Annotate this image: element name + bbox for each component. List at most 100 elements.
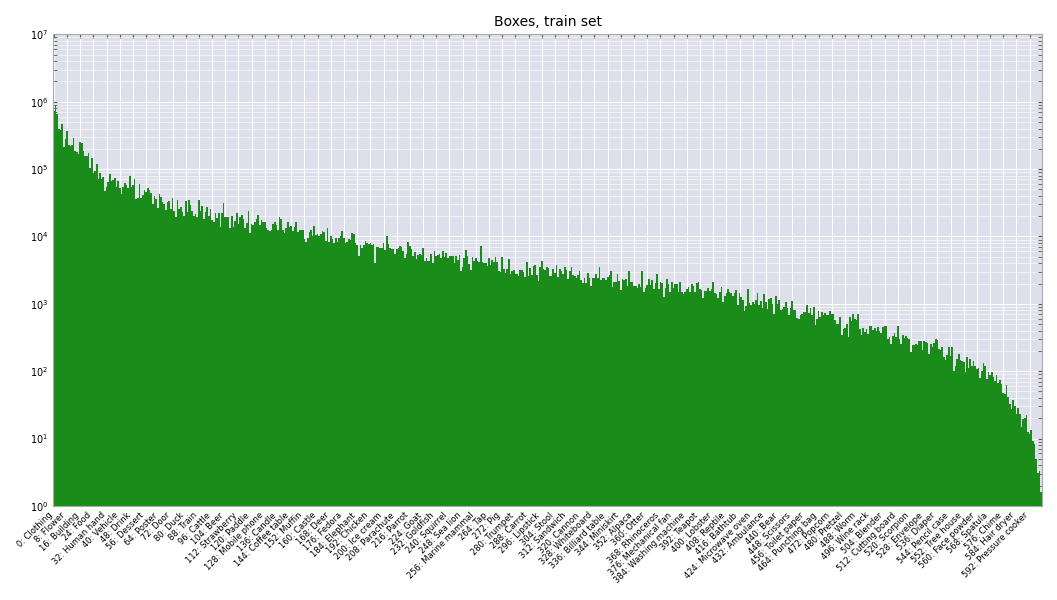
Bar bbox=[170, 209, 171, 600]
Bar bbox=[689, 292, 691, 600]
Bar bbox=[636, 288, 638, 600]
Bar bbox=[595, 274, 597, 600]
Bar bbox=[890, 344, 892, 600]
Bar bbox=[468, 264, 470, 600]
Bar bbox=[889, 337, 890, 600]
Bar bbox=[137, 198, 138, 600]
Bar bbox=[628, 271, 630, 600]
Bar bbox=[1002, 393, 1004, 600]
Bar bbox=[59, 130, 61, 600]
Bar bbox=[872, 329, 874, 600]
Bar bbox=[622, 280, 624, 600]
Bar bbox=[966, 357, 968, 600]
Bar bbox=[688, 287, 689, 600]
Bar bbox=[478, 262, 480, 600]
Bar bbox=[295, 222, 297, 600]
Bar bbox=[1017, 408, 1019, 600]
Bar bbox=[212, 222, 215, 600]
Bar bbox=[282, 230, 283, 600]
Bar bbox=[886, 326, 887, 600]
Bar bbox=[503, 269, 504, 600]
Bar bbox=[533, 266, 535, 600]
Bar bbox=[902, 335, 904, 600]
Bar bbox=[379, 248, 381, 600]
Bar bbox=[780, 310, 781, 600]
Bar bbox=[786, 308, 789, 600]
Bar bbox=[383, 243, 385, 600]
Bar bbox=[834, 320, 836, 600]
Bar bbox=[729, 292, 730, 600]
Bar bbox=[635, 286, 636, 600]
Bar bbox=[208, 215, 209, 600]
Bar bbox=[1021, 427, 1022, 600]
Bar bbox=[350, 240, 351, 600]
Bar bbox=[519, 270, 521, 600]
Bar bbox=[86, 156, 88, 600]
Bar bbox=[946, 355, 948, 600]
Bar bbox=[156, 208, 159, 600]
Bar bbox=[851, 321, 852, 600]
Bar bbox=[302, 230, 303, 600]
Bar bbox=[523, 272, 524, 600]
Bar bbox=[249, 233, 251, 600]
Bar bbox=[707, 288, 709, 600]
Bar bbox=[686, 289, 688, 600]
Bar bbox=[673, 288, 674, 600]
Bar bbox=[904, 338, 905, 600]
Bar bbox=[388, 244, 389, 600]
Bar bbox=[771, 298, 772, 600]
Bar bbox=[135, 199, 137, 600]
Bar bbox=[1019, 414, 1021, 600]
Bar bbox=[246, 223, 247, 600]
Bar bbox=[577, 275, 579, 600]
Bar bbox=[103, 177, 105, 600]
Bar bbox=[790, 308, 792, 600]
Bar bbox=[927, 343, 928, 600]
Bar bbox=[569, 271, 571, 600]
Bar bbox=[591, 286, 592, 600]
Bar bbox=[709, 290, 710, 600]
Bar bbox=[76, 152, 78, 600]
Bar bbox=[610, 271, 612, 600]
Bar bbox=[576, 278, 577, 600]
Bar bbox=[415, 259, 418, 600]
Bar bbox=[766, 309, 768, 600]
Bar bbox=[430, 254, 432, 600]
Bar bbox=[300, 230, 302, 600]
Bar bbox=[134, 179, 135, 600]
Bar bbox=[400, 247, 401, 600]
Bar bbox=[795, 310, 796, 600]
Bar bbox=[645, 289, 647, 600]
Bar bbox=[653, 289, 654, 600]
Bar bbox=[592, 278, 594, 600]
Bar bbox=[506, 269, 508, 600]
Bar bbox=[129, 176, 130, 600]
Bar bbox=[837, 325, 839, 600]
Bar bbox=[205, 212, 206, 600]
Bar bbox=[288, 222, 289, 600]
Bar bbox=[183, 216, 185, 600]
Bar bbox=[190, 205, 191, 600]
Bar bbox=[793, 310, 795, 600]
Bar bbox=[182, 212, 183, 600]
Bar bbox=[323, 232, 324, 600]
Bar bbox=[613, 281, 615, 600]
Bar bbox=[229, 228, 231, 600]
Bar bbox=[556, 265, 557, 600]
Bar bbox=[518, 275, 519, 600]
Bar bbox=[674, 284, 676, 600]
Bar bbox=[582, 283, 583, 600]
Bar bbox=[74, 151, 76, 600]
Bar bbox=[344, 238, 345, 600]
Bar bbox=[887, 339, 889, 600]
Bar bbox=[180, 208, 182, 600]
Bar bbox=[191, 211, 193, 600]
Bar bbox=[969, 359, 971, 600]
Bar bbox=[471, 257, 474, 600]
Bar bbox=[703, 298, 704, 600]
Bar bbox=[937, 340, 939, 600]
Bar bbox=[363, 245, 365, 600]
Bar bbox=[197, 217, 198, 600]
Bar bbox=[1016, 414, 1017, 600]
Bar bbox=[70, 146, 71, 600]
